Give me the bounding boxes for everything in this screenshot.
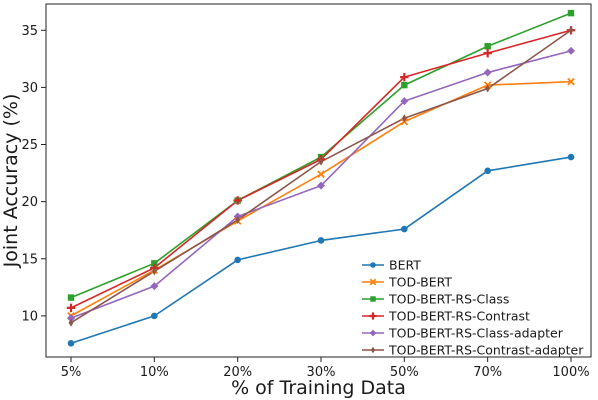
data-point — [67, 314, 75, 323]
x-tick-label: 70% — [473, 365, 502, 380]
x-tick-label: 5% — [61, 365, 82, 380]
data-point — [484, 43, 491, 50]
legend-label: TOD-BERT-RS-Contrast — [388, 309, 530, 324]
legend-marker — [369, 312, 377, 320]
legend-label: TOD-BERT-RS-Contrast-adapter — [388, 343, 584, 358]
x-tick-label: 30% — [307, 365, 336, 380]
x-axis-ticks: 5% 10% 20% 30% 50% 70% 100% — [61, 357, 590, 380]
series-line — [70, 29, 572, 324]
data-point — [151, 267, 157, 276]
data-point — [317, 170, 325, 179]
x-tick-label: 100% — [552, 365, 589, 380]
data-point — [483, 48, 492, 58]
data-point — [67, 339, 75, 347]
data-point — [401, 225, 408, 233]
data-point — [568, 26, 574, 35]
y-tick-label: 30 — [21, 81, 38, 96]
legend-marker — [369, 329, 377, 337]
data-point — [235, 215, 241, 224]
legend-marker — [370, 346, 376, 354]
y-tick-label: 20 — [21, 195, 38, 210]
x-tick-label: 10% — [140, 365, 169, 380]
data-point — [567, 46, 575, 55]
data-point — [317, 237, 325, 244]
y-tick-label: 15 — [21, 252, 38, 267]
y-axis-label: Joint Accuracy (%) — [0, 94, 22, 269]
legend-label: TOD-BERT — [388, 275, 452, 290]
data-point — [317, 181, 325, 190]
y-tick-label: 10 — [21, 309, 38, 324]
series-line — [70, 80, 572, 317]
legend-marker — [370, 296, 376, 302]
legend-label: TOD-BERT-RS-Class — [388, 292, 509, 307]
series-markers — [66, 9, 576, 347]
legend-label: TOD-BERT-RS-Class-adapter — [388, 326, 564, 341]
legend-marker — [369, 278, 377, 286]
y-axis-ticks: 10 15 20 25 30 35 — [21, 24, 46, 324]
data-point — [234, 256, 241, 264]
x-tick-label: 20% — [223, 365, 252, 380]
data-point — [66, 303, 76, 313]
legend-label: BERT — [389, 258, 421, 273]
data-point — [400, 72, 409, 82]
x-tick-label: 50% — [390, 365, 419, 380]
data-point — [401, 114, 407, 123]
data-point — [567, 77, 575, 86]
data-point — [151, 260, 158, 267]
data-point — [567, 153, 575, 161]
data-point — [67, 294, 75, 301]
legend: BERT TOD-BERT TOD-BERT-RS-Class TOD-BERT-RS… — [362, 258, 584, 358]
data-point — [484, 167, 491, 175]
data-point — [151, 312, 158, 320]
legend-marker — [370, 262, 376, 268]
data-point — [567, 9, 575, 17]
data-point — [68, 318, 74, 327]
plot-area — [45, 3, 592, 358]
data-point — [483, 68, 492, 77]
y-tick-label: 35 — [21, 24, 38, 39]
data-point — [233, 196, 242, 205]
x-axis-label: % of Training Data — [231, 377, 406, 399]
data-point — [401, 81, 408, 89]
data-point — [150, 282, 159, 291]
data-point — [485, 84, 491, 93]
y-tick-label: 25 — [21, 138, 38, 153]
data-point — [318, 157, 324, 166]
data-point — [400, 97, 409, 106]
